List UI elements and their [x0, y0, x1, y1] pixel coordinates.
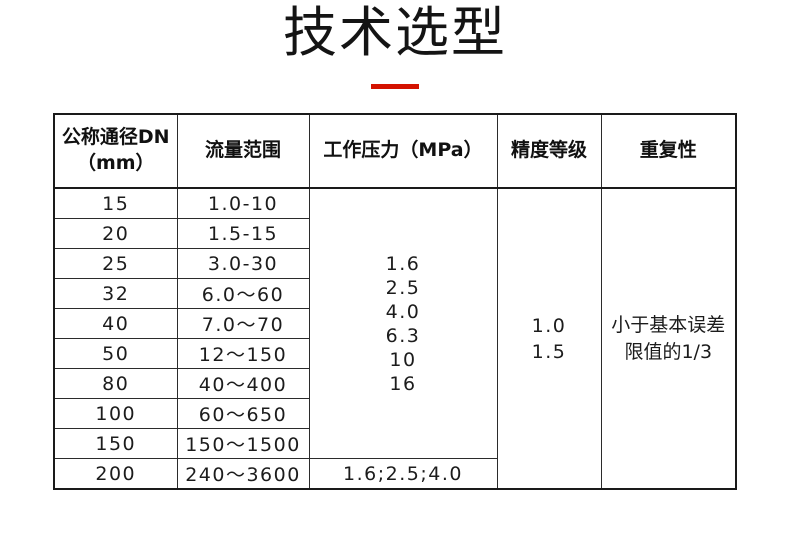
table-row: 80 40～400: [53, 368, 736, 399]
table-row: 15 1.0-10 1.6 2.5 4.0 6.3 10 16 1.0 1.5 …: [53, 187, 737, 490]
dn-cell: 15: [53, 187, 178, 219]
flow-cell: 240～3600: [176, 458, 310, 490]
header-dn: 公称通径DN （mm）: [53, 113, 178, 189]
flow-cell: 60～650: [176, 398, 310, 429]
page-title: 技术选型: [283, 1, 507, 64]
flow-cell: 3.0-30: [176, 248, 310, 279]
flow-cell: 7.0～70: [176, 308, 310, 339]
dn-cell: 80: [53, 368, 178, 399]
header-dn-line2: （mm）: [76, 152, 155, 174]
table-row: 200 240～3600 1.6;2.5;4.0: [53, 458, 736, 490]
table-row: 25 3.0-30: [53, 248, 736, 279]
dn-cell: 50: [53, 338, 178, 369]
dn-cell: 32: [53, 278, 178, 309]
flow-cell: 40～400: [176, 368, 310, 399]
pressure-value: 10: [389, 348, 417, 371]
header-flow: 流量范围: [176, 113, 310, 189]
repeatability-line1: 小于基本误差: [611, 313, 726, 336]
red-divider: [371, 84, 419, 89]
repeatability-line2: 限值的1/3: [624, 340, 713, 363]
header-repeatability: 重复性: [600, 113, 737, 189]
table-row: 20 1.5-15: [53, 218, 736, 249]
dn-cell: 200: [53, 458, 178, 490]
flow-cell: 1.5-15: [176, 218, 310, 249]
pressure-merged-cell: 1.6 2.5 4.0 6.3 10 16: [308, 187, 498, 459]
accuracy-value: 1.5: [531, 340, 567, 363]
table-row: 32 6.0～60: [53, 278, 736, 309]
spec-table: 公称通径DN （mm） 流量范围 工作压力（MPa） 精度等级 重复性 15 1…: [53, 113, 737, 490]
dn-cell: 150: [53, 428, 178, 459]
header-row: 公称通径DN （mm） 流量范围 工作压力（MPa） 精度等级 重复性: [53, 113, 737, 189]
table-row: 40 7.0～70: [53, 308, 736, 339]
pressure-last-row-cell: 1.6;2.5;4.0: [308, 458, 498, 490]
pressure-value: 4.0: [385, 300, 421, 323]
accuracy-merged-cell: 1.0 1.5: [496, 187, 602, 490]
dn-cell: 25: [53, 248, 178, 279]
repeatability-merged-cell: 小于基本误差 限值的1/3: [600, 187, 737, 490]
pressure-value: 6.3: [385, 324, 421, 347]
accuracy-value: 1.0: [531, 314, 567, 337]
flow-cell: 150～1500: [176, 428, 310, 459]
header-dn-line1: 公称通径DN: [61, 126, 170, 149]
header-accuracy: 精度等级: [496, 113, 602, 189]
pressure-value: 16: [389, 372, 417, 395]
dn-cell: 40: [53, 308, 178, 339]
flow-cell: 6.0～60: [176, 278, 310, 309]
dn-cell: 20: [53, 218, 178, 249]
table-row: 50 12～150: [53, 338, 736, 369]
table-row: 150 150～1500: [53, 428, 736, 459]
table-row: 100 60～650: [53, 398, 736, 429]
header-pressure: 工作压力（MPa）: [308, 113, 498, 189]
dn-cell: 100: [53, 398, 178, 429]
page: 技术选型 公称通径DN （mm） 流量范围 工作压力（MPa） 精度等级 重复性: [0, 6, 790, 533]
pressure-value: 1.6: [385, 252, 421, 275]
flow-cell: 1.0-10: [176, 187, 310, 219]
flow-cell: 12～150: [176, 338, 310, 369]
pressure-value: 2.5: [385, 276, 421, 299]
